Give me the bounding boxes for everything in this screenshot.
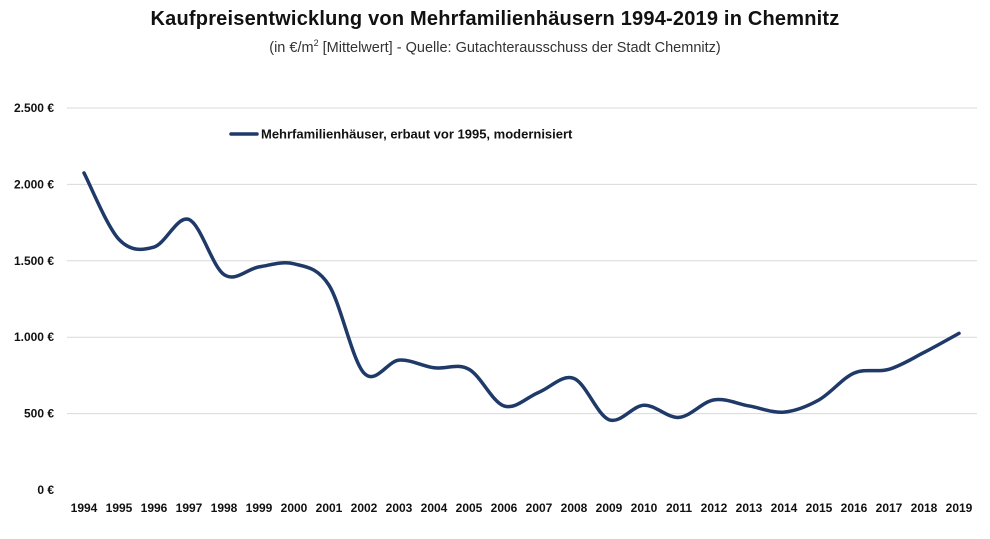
series-line (82, 171, 961, 423)
y-tick-label: 2.500 € (14, 101, 54, 115)
x-tick-label: 2017 (876, 501, 903, 515)
x-tick-label: 2016 (841, 501, 868, 515)
x-tick-label: 2011 (666, 501, 692, 515)
y-tick-label: 0 € (37, 483, 54, 497)
y-tick-label: 1.000 € (14, 330, 54, 344)
x-tick-label: 1998 (211, 501, 238, 515)
x-tick-label: 2004 (421, 501, 448, 515)
x-tick-label: 2000 (281, 501, 308, 515)
series-group (82, 171, 961, 423)
subtitle-text-end: [Mittelwert] - Quelle: Gutachterausschus… (318, 39, 721, 56)
x-axis: 1994 1995 1996 1997 1998 1999 2000 2001 2002 2003… (71, 501, 973, 515)
y-tick-label: 2.000 € (14, 177, 54, 191)
x-tick-label: 1997 (176, 501, 203, 515)
x-tick-label: 2010 (631, 501, 658, 515)
x-tick-label: 1995 (106, 501, 133, 515)
x-tick-label: 2013 (736, 501, 763, 515)
x-tick-label: 2019 (946, 501, 973, 515)
x-tick-label: 2001 (316, 501, 343, 515)
x-tick-label: 1999 (246, 501, 273, 515)
x-tick-label: 1994 (71, 501, 98, 515)
x-tick-label: 1996 (141, 501, 168, 515)
y-tick-label: 1.500 € (14, 254, 54, 268)
x-tick-label: 2002 (351, 501, 378, 515)
x-tick-label: 2014 (771, 501, 798, 515)
chart-title: Kaufpreisentwicklung von Mehrfamilienhäu… (150, 8, 840, 30)
x-tick-label: 2009 (596, 501, 623, 515)
x-tick-label: 2007 (526, 501, 553, 515)
x-tick-label: 2003 (386, 501, 413, 515)
subtitle-superscript: 2 (313, 38, 319, 48)
y-axis: 0 € 500 € 1.000 € 1.500 € 2.000 € 2.500 € (14, 101, 54, 497)
gridlines (67, 107, 977, 415)
subtitle-text-start: (in €/m (269, 39, 314, 56)
chart-subtitle: (in €/m2 [Mittelwert] - Quelle: Gutachte… (0, 38, 990, 56)
x-tick-label: 2015 (806, 501, 833, 515)
x-tick-label: 2005 (456, 501, 483, 515)
legend: Mehrfamilienhäuser, erbaut vor 1995, mod… (229, 127, 573, 142)
x-tick-label: 2008 (561, 501, 588, 515)
x-tick-label: 2006 (491, 501, 518, 515)
x-tick-label: 2018 (911, 501, 938, 515)
y-tick-label: 500 € (24, 407, 54, 421)
legend-label: Mehrfamilienhäuser, erbaut vor 1995, mod… (261, 127, 573, 142)
x-tick-label: 2012 (701, 501, 728, 515)
